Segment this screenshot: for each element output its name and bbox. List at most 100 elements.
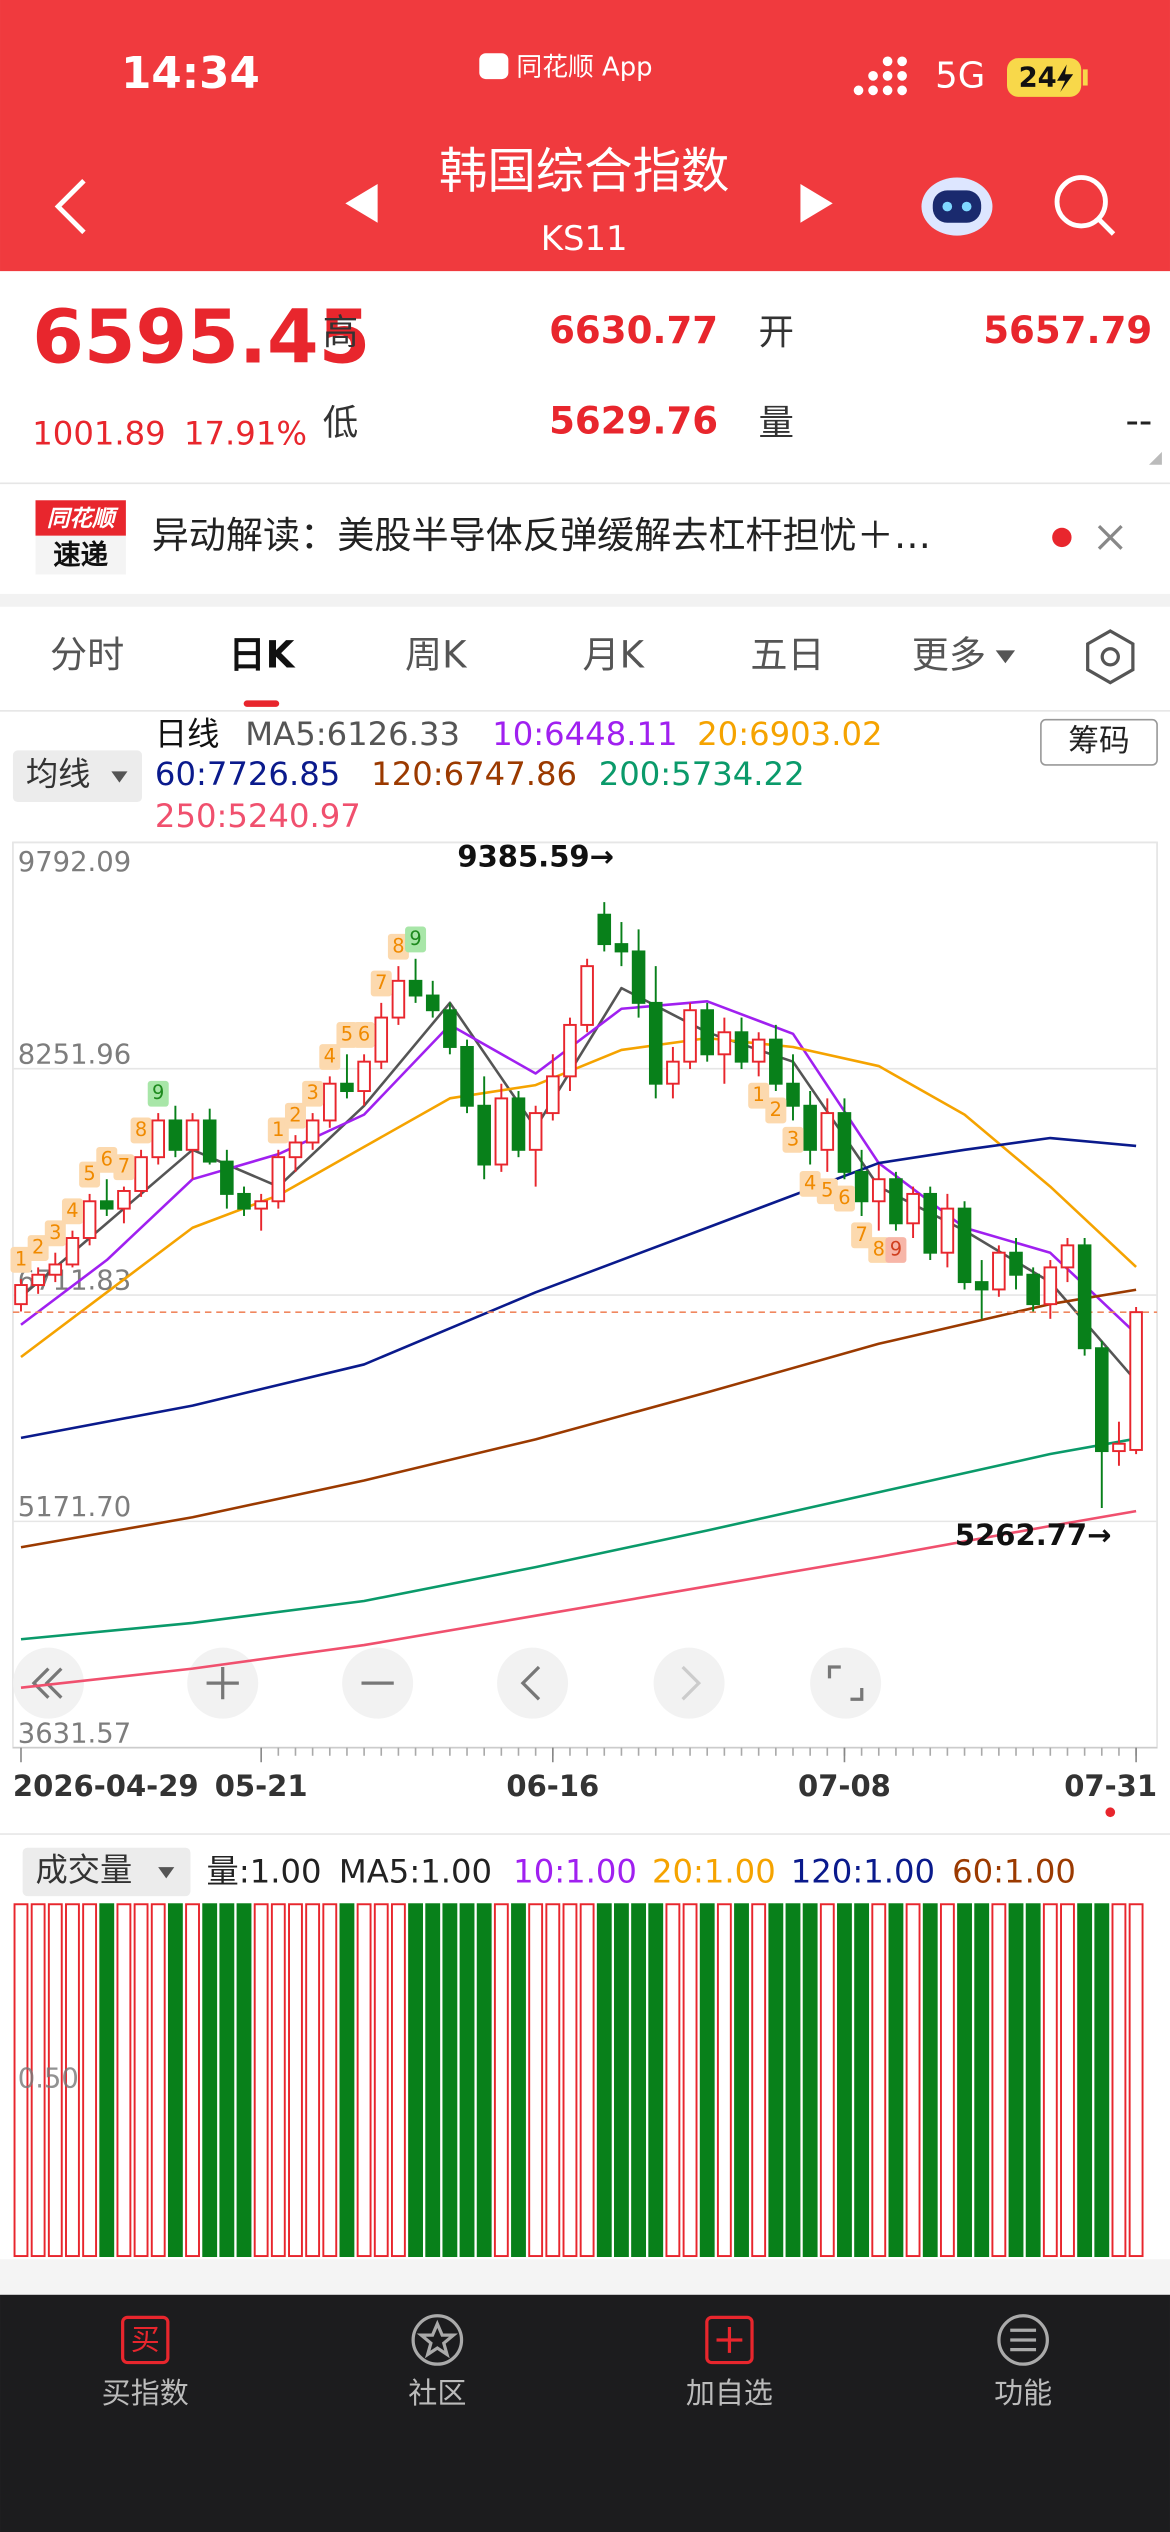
candle-body — [906, 1192, 920, 1225]
chip-button[interactable] — [1040, 718, 1158, 766]
candle-body — [1009, 1251, 1023, 1276]
robot-button[interactable] — [921, 177, 993, 236]
candle-body — [1112, 1442, 1126, 1453]
candle-body — [117, 1190, 131, 1210]
td-marker — [267, 1117, 289, 1144]
x-tick-label: 05-21 — [215, 1769, 308, 1803]
volume-bar — [837, 1903, 852, 2258]
volume-selector[interactable] — [22, 1847, 191, 1897]
candle-body — [323, 1082, 337, 1122]
tab[interactable]: 月K — [583, 633, 646, 676]
volume-value: -- — [1125, 399, 1152, 442]
close-news[interactable] — [1097, 524, 1123, 550]
volume-bar — [99, 1903, 115, 2258]
td-marker — [748, 1082, 770, 1109]
volume-bar — [1025, 1903, 1041, 2258]
tab[interactable]: 更多 — [912, 633, 986, 676]
battery-tip — [1082, 69, 1088, 86]
volume-bar — [116, 1903, 132, 2258]
volume-bar — [545, 1903, 561, 2258]
period-label: 日线 — [155, 715, 220, 753]
y-tick-label: 8251.96 — [18, 1039, 131, 1070]
volume-bar — [991, 1903, 1007, 2258]
volume-bar — [219, 1903, 235, 2258]
candle-body — [528, 1112, 543, 1151]
tab[interactable]: 周K — [405, 633, 468, 676]
low-label: 低 — [323, 402, 359, 443]
volume-bar — [631, 1903, 647, 2258]
back-button[interactable] — [54, 179, 86, 235]
candle-body — [820, 1112, 835, 1151]
legend-entry: 10:6448.11 — [492, 715, 677, 753]
td-label: 6 — [101, 1147, 113, 1170]
td-marker — [816, 1178, 838, 1205]
td-label: 7 — [855, 1223, 867, 1246]
candle-body — [99, 1200, 114, 1210]
td-marker — [799, 1170, 821, 1197]
next-button[interactable] — [800, 183, 833, 223]
candle-body — [580, 965, 594, 1026]
candle-body — [168, 1119, 183, 1151]
search-button[interactable] — [1054, 175, 1116, 236]
candle-body — [408, 979, 423, 997]
volume-legend: 20:1.00 — [652, 1853, 776, 1891]
charging-bolt — [1057, 64, 1074, 92]
news-text[interactable]: 异动解读：美股半导体反弹缓解去杠杆担忧＋… — [152, 514, 931, 557]
y-tick-label: 9792.09 — [18, 847, 131, 878]
volume-bar — [47, 1903, 63, 2258]
candle-body — [460, 1045, 474, 1107]
volume-bar — [802, 1903, 818, 2258]
ma-line — [20, 1136, 1137, 1440]
nav-label[interactable]: 买指数 — [102, 2376, 189, 2410]
community-icon[interactable] — [411, 2314, 464, 2366]
legend-entry: 20:6903.02 — [697, 715, 882, 753]
td-label: 5 — [83, 1162, 95, 1185]
candle-body — [443, 1009, 457, 1048]
volume-legend: 量:1.00 — [207, 1853, 322, 1891]
volume-title: 成交量 — [36, 1851, 133, 1889]
candle-body — [631, 950, 646, 1004]
volume-bar — [339, 1903, 355, 2258]
volume-bar — [648, 1903, 664, 2258]
volume-bar — [459, 1903, 475, 2258]
volume-legend: 10:1.00 — [513, 1853, 637, 1891]
candle-body — [185, 1119, 200, 1151]
price-change: 1001.89 — [32, 415, 165, 453]
volume-bar — [1042, 1903, 1058, 2258]
candle-body — [871, 1178, 886, 1203]
toolbar-icons[interactable] — [31, 1665, 864, 1701]
candle-body — [288, 1141, 303, 1159]
candle-body — [563, 1023, 577, 1078]
index-title: 韩国综合指数 — [439, 143, 729, 199]
tab[interactable]: 分时 — [50, 633, 124, 676]
td-label: 7 — [118, 1155, 130, 1178]
volume-bar — [528, 1903, 544, 2258]
current-dot — [1105, 1807, 1116, 1818]
nav-label[interactable]: 社区 — [408, 2376, 466, 2410]
tab[interactable]: 五日 — [750, 633, 824, 676]
index-code: KS11 — [541, 219, 628, 258]
volume-bar — [408, 1903, 423, 2258]
function-icon[interactable] — [997, 2314, 1049, 2366]
high-label: 高 — [323, 312, 359, 353]
candle-body — [940, 1207, 955, 1254]
volume-bar — [1128, 1903, 1144, 2258]
settings-button[interactable] — [1086, 629, 1135, 685]
chart-layer: 3631.575171.706711.838251.969792.09MA5:6… — [10, 715, 1157, 2258]
candle-body — [271, 1156, 286, 1203]
nav-label[interactable]: 功能 — [994, 2376, 1052, 2410]
add-watch-icon[interactable] — [705, 2315, 754, 2365]
prev-button[interactable] — [345, 183, 378, 223]
app-name: 同花顺 App — [516, 52, 652, 82]
td-marker — [130, 1117, 152, 1144]
candle-body — [1060, 1244, 1075, 1269]
candle-body — [14, 1284, 28, 1306]
volume-bar — [390, 1903, 406, 2258]
ma-selector[interactable] — [12, 750, 143, 803]
candle-body — [425, 994, 440, 1012]
tab[interactable]: 日K — [229, 633, 296, 676]
nav-label[interactable]: 加自选 — [686, 2376, 773, 2410]
candle-body — [751, 1038, 766, 1063]
buy-icon[interactable] — [121, 2315, 170, 2365]
